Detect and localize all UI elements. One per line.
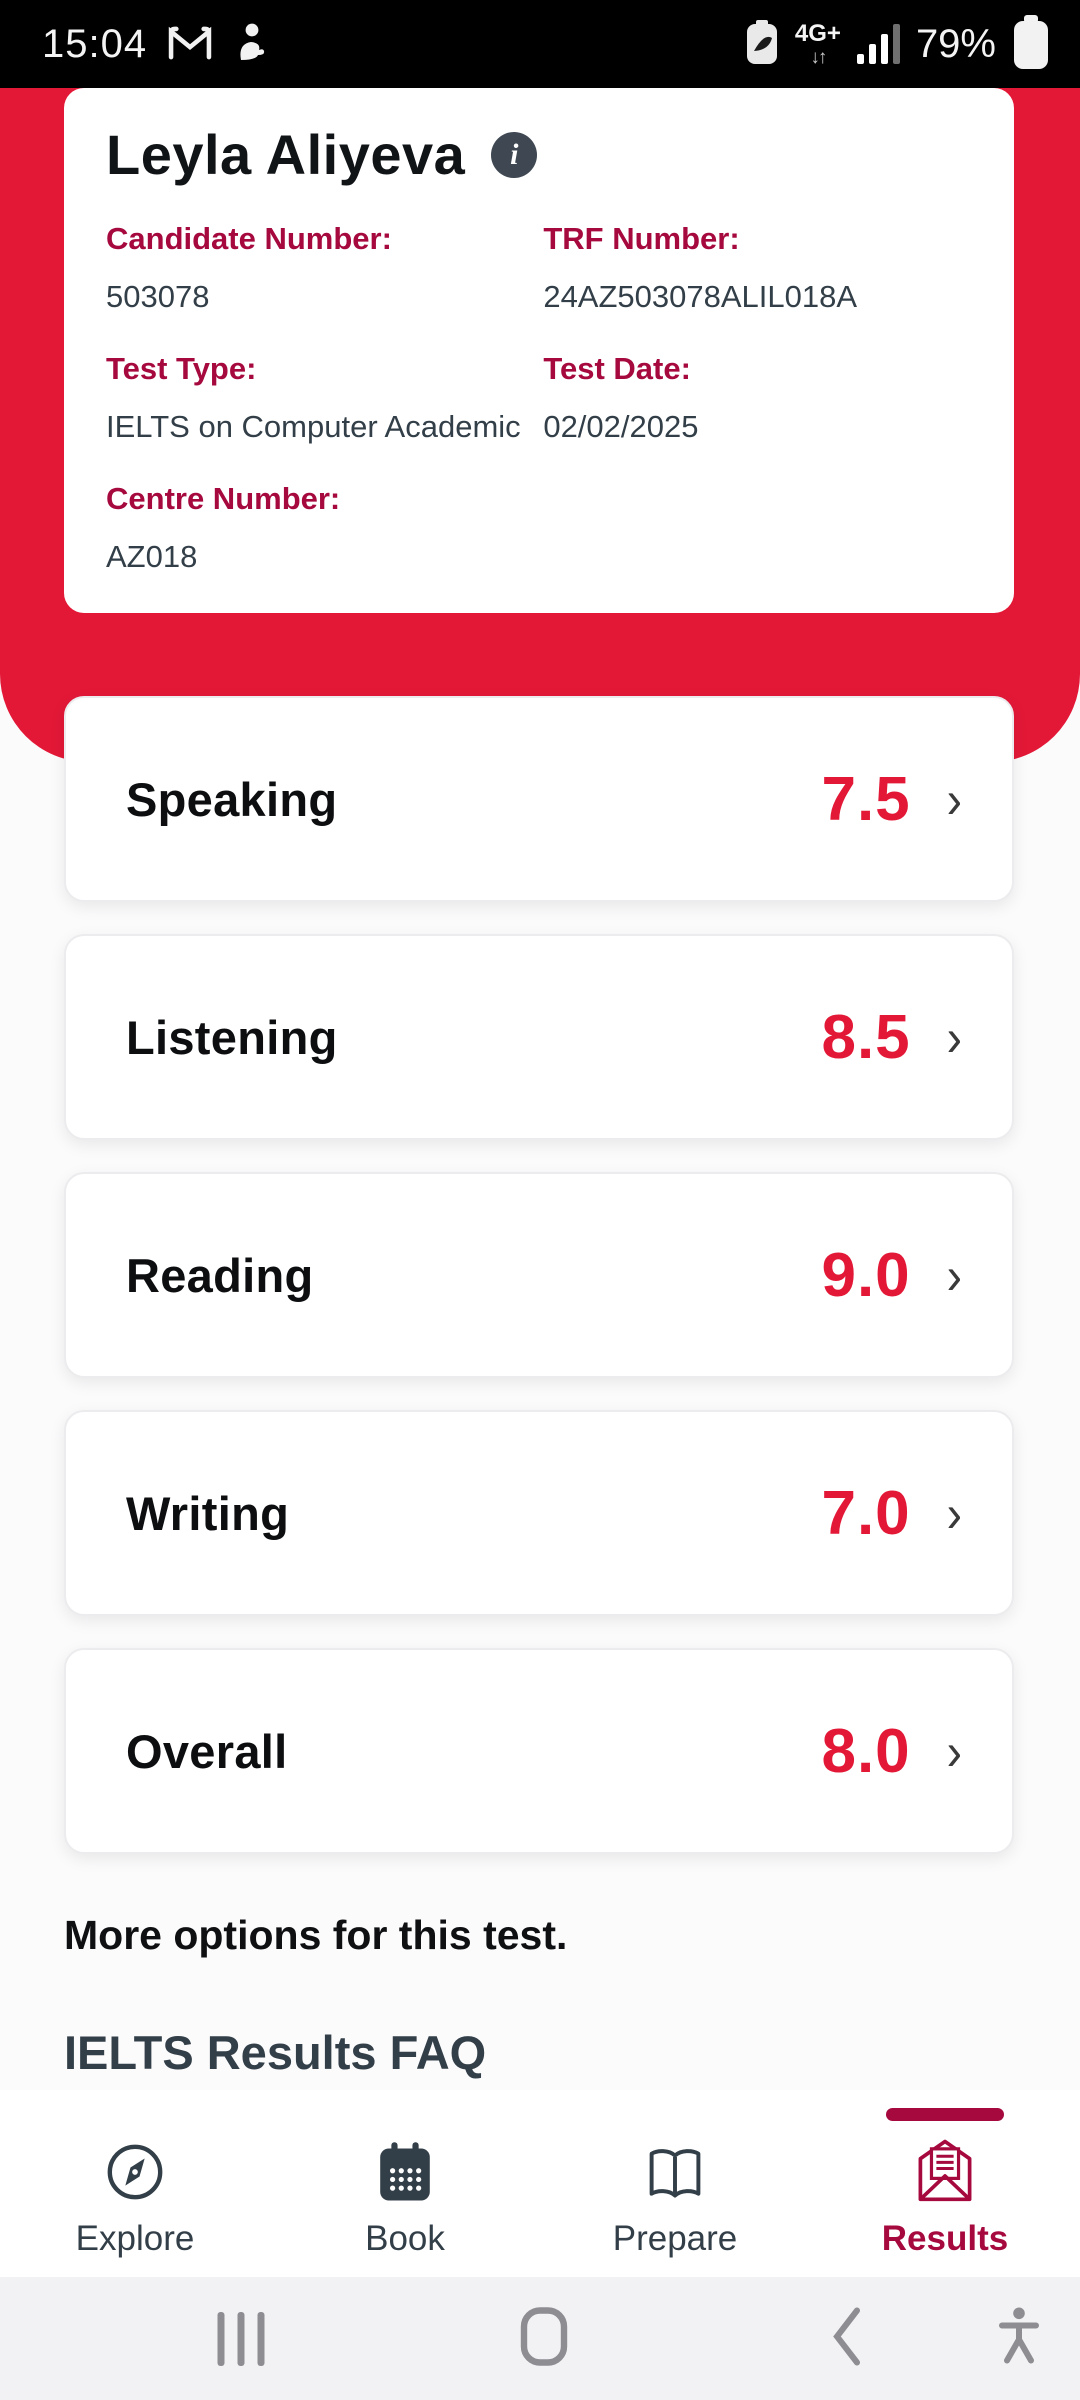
- candidate-number-field: Candidate Number: 503078: [106, 221, 543, 315]
- trf-number-field: TRF Number: 24AZ503078ALIL018A: [543, 221, 972, 315]
- results-envelope-icon: [915, 2139, 975, 2203]
- battery-saver-icon: [745, 19, 779, 70]
- faq-section-title: IELTS Results FAQ: [64, 2026, 487, 2079]
- home-button[interactable]: [518, 2304, 570, 2373]
- field-label: Candidate Number:: [106, 221, 392, 256]
- reading-score-card[interactable]: Reading 9.0 ›: [64, 1172, 1014, 1378]
- accessibility-button[interactable]: [997, 2306, 1041, 2371]
- candidate-info-card: Leyla Aliyeva i Candidate Number: 503078…: [64, 88, 1014, 613]
- calendar-icon: [376, 2139, 434, 2203]
- nav-tab-explore[interactable]: Explore: [0, 2090, 270, 2277]
- nav-label: Book: [365, 2219, 445, 2258]
- speaking-score-card[interactable]: Speaking 7.5 ›: [64, 696, 1014, 902]
- compass-icon: [104, 2139, 166, 2203]
- chevron-right-icon: ›: [946, 1483, 962, 1543]
- score-value: 8.0: [821, 1716, 911, 1786]
- score-label: Listening: [126, 1010, 338, 1064]
- candidate-details: Candidate Number: 503078 TRF Number: 24A…: [106, 221, 972, 575]
- score-card-list: Speaking 7.5 › Listening 8.5 › Reading 9…: [64, 696, 1014, 1854]
- field-value: 24AZ503078ALIL018A: [543, 279, 858, 314]
- nav-tab-book[interactable]: Book: [270, 2090, 540, 2277]
- candidate-name: Leyla Aliyeva: [106, 123, 466, 186]
- chevron-right-icon: ›: [946, 1007, 962, 1067]
- results-header: Leyla Aliyeva i Candidate Number: 503078…: [0, 88, 1080, 762]
- field-label: Centre Number:: [106, 481, 341, 516]
- score-label: Reading: [126, 1248, 314, 1302]
- field-value: IELTS on Computer Academic: [106, 409, 521, 444]
- field-label: TRF Number:: [543, 221, 740, 256]
- active-tab-indicator: [886, 2108, 1004, 2121]
- nav-label: Prepare: [612, 2219, 738, 2258]
- gmail-icon: [167, 24, 213, 65]
- field-label: Test Date:: [543, 351, 691, 386]
- chevron-right-icon: ›: [946, 769, 962, 829]
- centre-number-field: Centre Number: AZ018: [106, 481, 543, 575]
- score-label: Overall: [126, 1724, 288, 1778]
- open-book-icon: [643, 2139, 707, 2203]
- nav-tab-results[interactable]: Results: [810, 2090, 1080, 2277]
- field-label: Test Type:: [106, 351, 257, 386]
- score-label: Writing: [126, 1486, 290, 1540]
- score-value: 7.0: [821, 1478, 911, 1548]
- status-bar: 15:04 4G+ ↓↑ 79%: [0, 0, 1080, 88]
- score-value: 9.0: [821, 1240, 911, 1310]
- nav-tab-prepare[interactable]: Prepare: [540, 2090, 810, 2277]
- nav-label: Explore: [75, 2219, 195, 2258]
- test-type-field: Test Type: IELTS on Computer Academic: [106, 351, 543, 445]
- battery-icon: [1012, 14, 1050, 75]
- chevron-right-icon: ›: [946, 1245, 962, 1305]
- test-date-field: Test Date: 02/02/2025: [543, 351, 972, 445]
- score-label: Speaking: [126, 772, 338, 826]
- clock: 15:04: [42, 21, 148, 66]
- field-value: 02/02/2025: [543, 409, 699, 444]
- person-notification-icon: [233, 22, 267, 67]
- info-icon[interactable]: i: [491, 131, 538, 178]
- more-options-heading: More options for this test.: [64, 1912, 568, 1958]
- listening-score-card[interactable]: Listening 8.5 ›: [64, 934, 1014, 1140]
- chevron-right-icon: ›: [946, 1721, 962, 1781]
- recent-apps-button[interactable]: [217, 2311, 265, 2366]
- battery-percentage: 79%: [915, 21, 996, 66]
- back-button[interactable]: [829, 2306, 865, 2371]
- score-value: 8.5: [821, 1002, 911, 1072]
- nav-label: Results: [881, 2219, 1009, 2258]
- field-value: 503078: [106, 279, 210, 314]
- overall-score-card[interactable]: Overall 8.0 ›: [64, 1648, 1014, 1854]
- writing-score-card[interactable]: Writing 7.0 ›: [64, 1410, 1014, 1616]
- network-type-indicator: 4G+ ↓↑: [794, 19, 841, 68]
- system-navigation-bar: [0, 2277, 1080, 2400]
- bottom-navigation: Explore Book Prepare Results: [0, 2090, 1080, 2277]
- field-value: AZ018: [106, 539, 198, 574]
- score-value: 7.5: [821, 764, 911, 834]
- signal-strength-icon: [856, 24, 900, 64]
